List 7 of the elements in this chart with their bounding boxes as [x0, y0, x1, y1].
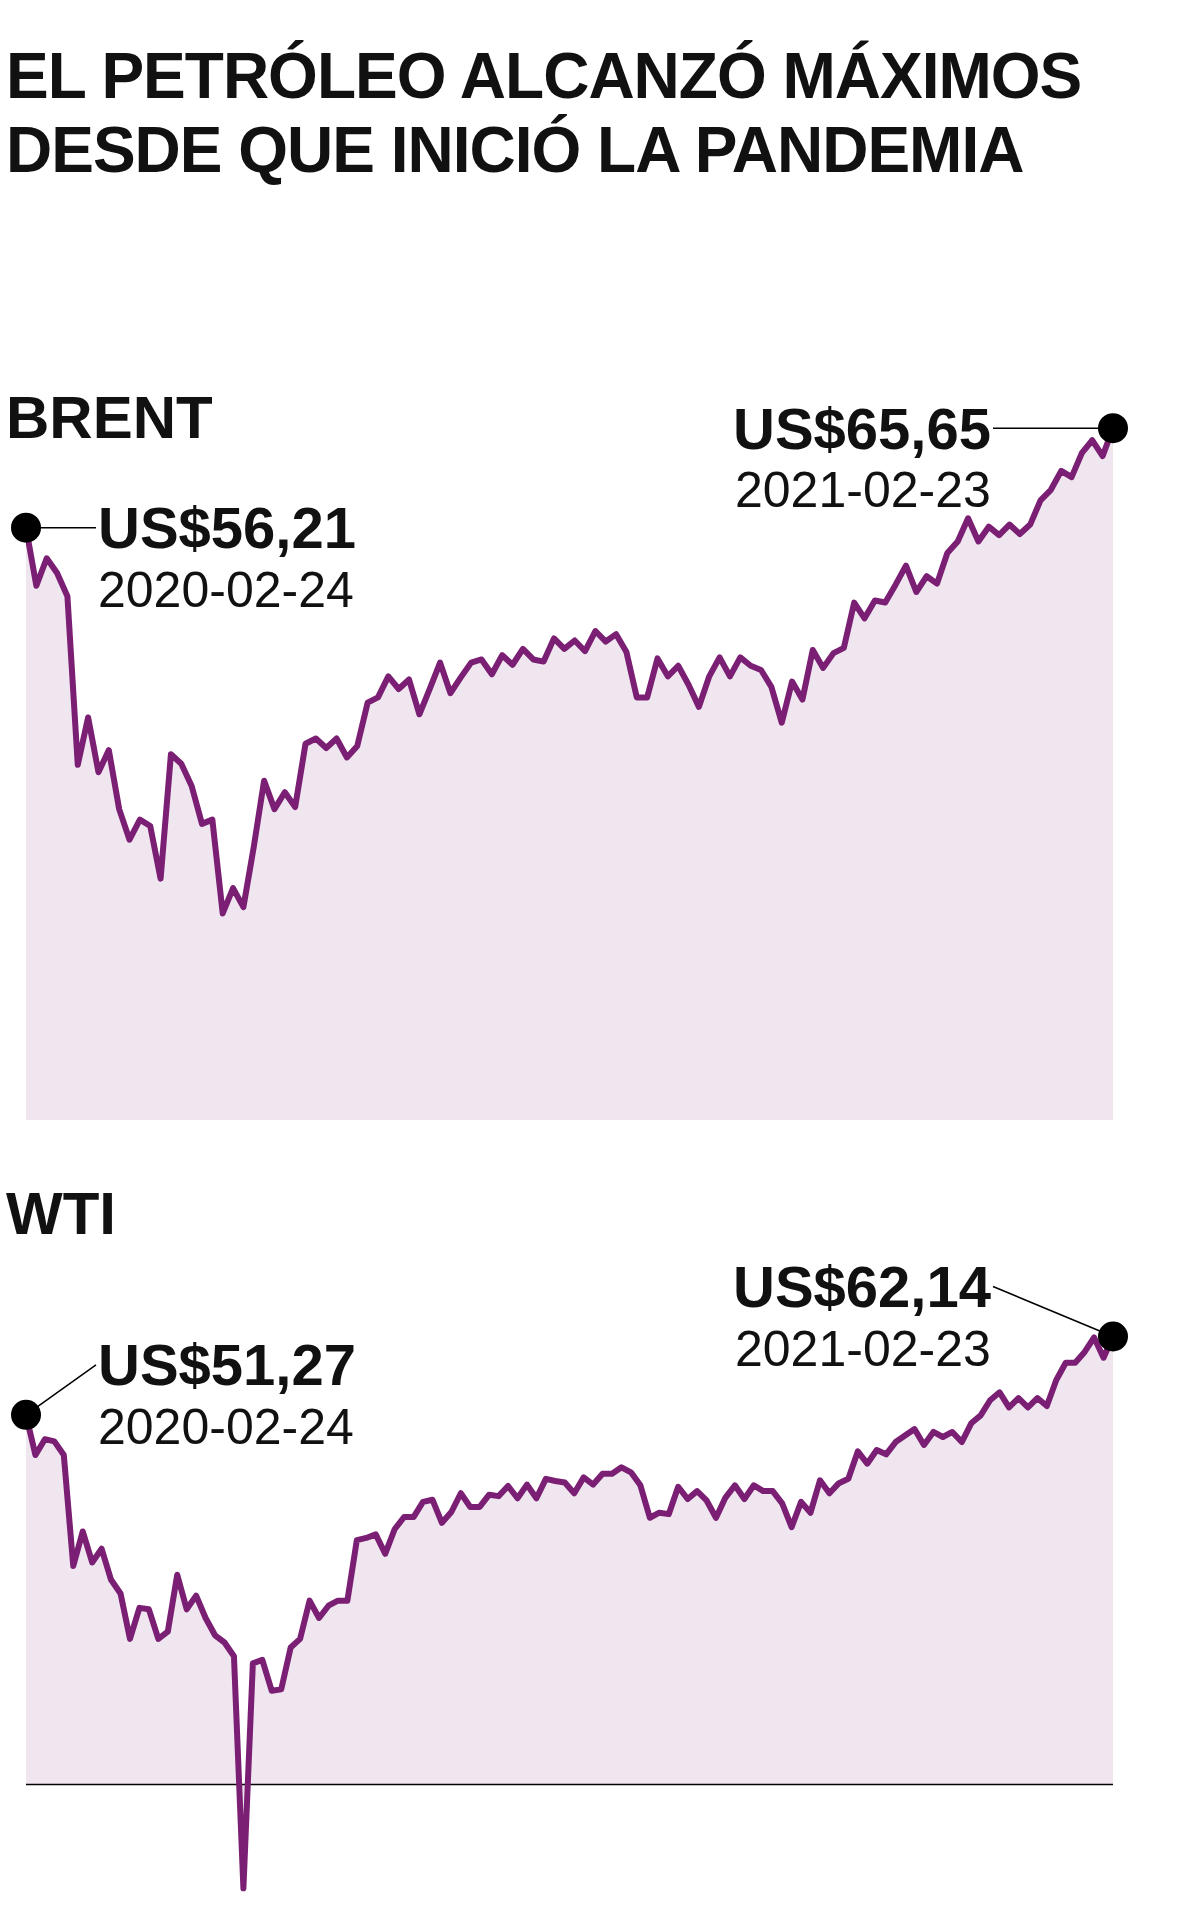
chart-subtitle: BRENT	[6, 384, 213, 451]
chart-title: EL PETRÓLEO ALCANZÓ MÁXIMOS DESDE QUE INICIÓ LA PANDEMIA	[6, 40, 1083, 188]
data-label: US$51,27 2020-02-24	[98, 1332, 356, 1455]
data-label: US$62,14 2021-02-23	[733, 1254, 991, 1377]
data-label: US$65,65 2021-02-23	[733, 396, 991, 518]
data-label: US$56,21 2020-02-24	[98, 495, 356, 618]
chart-title: WTI	[6, 1180, 116, 1247]
